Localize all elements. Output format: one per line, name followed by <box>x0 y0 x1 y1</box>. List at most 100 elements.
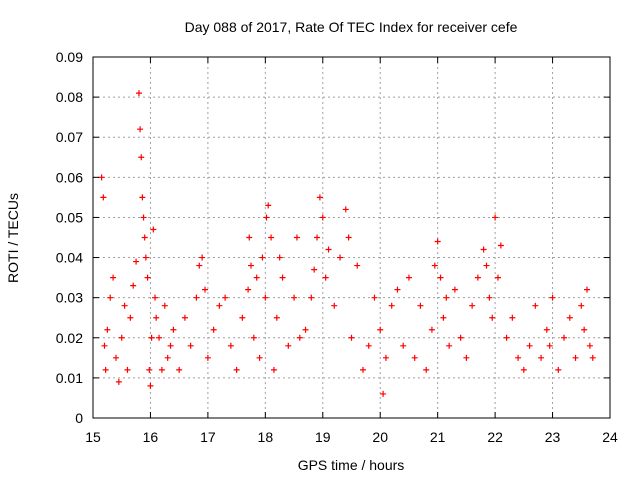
data-point <box>138 154 145 161</box>
data-point <box>107 294 114 301</box>
data-point <box>270 366 277 373</box>
data-point <box>382 354 389 361</box>
x-tick-label: 15 <box>85 429 101 445</box>
data-point <box>322 274 329 281</box>
data-point <box>164 354 171 361</box>
data-point <box>247 262 254 269</box>
data-point <box>144 274 151 281</box>
data-point <box>483 262 490 269</box>
data-point <box>187 342 194 349</box>
data-point <box>256 354 263 361</box>
data-point <box>434 238 441 245</box>
data-point <box>253 274 260 281</box>
data-point <box>204 354 211 361</box>
data-point <box>411 354 418 361</box>
data-point <box>176 366 183 373</box>
data-point <box>265 202 272 209</box>
data-point <box>291 294 298 301</box>
x-tick-label: 20 <box>372 429 388 445</box>
data-point <box>359 366 366 373</box>
data-point <box>546 342 553 349</box>
data-point <box>337 254 344 261</box>
data-point <box>115 378 122 385</box>
data-point <box>150 226 157 233</box>
data-point <box>581 326 588 333</box>
data-point <box>578 302 585 309</box>
data-point <box>130 282 137 289</box>
x-tick-label: 22 <box>487 429 503 445</box>
data-point <box>561 334 568 341</box>
data-point <box>451 286 458 293</box>
data-point <box>417 302 424 309</box>
data-point <box>127 314 134 321</box>
data-point <box>400 342 407 349</box>
data-point <box>566 314 573 321</box>
data-point <box>316 194 323 201</box>
data-point <box>199 254 206 261</box>
data-point <box>314 234 321 241</box>
x-tick-label: 16 <box>143 429 159 445</box>
y-tick-label: 0.01 <box>56 370 83 386</box>
data-point <box>463 354 470 361</box>
data-point <box>377 326 384 333</box>
data-point <box>331 302 338 309</box>
data-point <box>170 326 177 333</box>
data-point <box>515 354 522 361</box>
data-point <box>509 314 516 321</box>
data-point <box>285 342 292 349</box>
data-point <box>428 326 435 333</box>
data-point <box>503 334 510 341</box>
data-point <box>532 302 539 309</box>
data-point <box>245 286 252 293</box>
data-point <box>319 214 326 221</box>
data-point <box>457 334 464 341</box>
data-point <box>102 366 109 373</box>
data-point <box>365 342 372 349</box>
data-point <box>98 174 105 181</box>
x-axis-label: GPS time / hours <box>298 457 405 473</box>
data-point <box>480 246 487 253</box>
data-point <box>146 366 153 373</box>
data-point <box>388 302 395 309</box>
data-point <box>141 234 148 241</box>
x-tick-label: 17 <box>200 429 216 445</box>
data-point <box>423 366 430 373</box>
data-point <box>443 294 450 301</box>
data-point <box>469 302 476 309</box>
data-point <box>405 274 412 281</box>
data-point <box>148 334 155 341</box>
data-point <box>133 258 140 265</box>
y-tick-label: 0.08 <box>56 89 83 105</box>
data-point <box>246 234 253 241</box>
data-point <box>520 366 527 373</box>
data-point <box>263 214 270 221</box>
data-point <box>233 366 240 373</box>
data-point <box>227 342 234 349</box>
data-point <box>135 90 142 97</box>
y-tick-label: 0.06 <box>56 169 83 185</box>
data-point <box>486 294 493 301</box>
data-point <box>239 314 246 321</box>
data-point <box>181 314 188 321</box>
x-tick-label: 18 <box>258 429 274 445</box>
data-point <box>161 302 168 309</box>
data-point <box>140 214 147 221</box>
data-point <box>118 334 125 341</box>
data-point <box>210 326 217 333</box>
data-point <box>526 342 533 349</box>
x-tick-label: 19 <box>315 429 331 445</box>
data-point <box>152 294 159 301</box>
data-point <box>549 294 556 301</box>
data-point <box>104 326 111 333</box>
x-tick-label: 24 <box>602 429 618 445</box>
data-point <box>589 354 596 361</box>
data-point <box>137 126 144 133</box>
data-point <box>380 390 387 397</box>
data-point <box>222 294 229 301</box>
data-point <box>147 382 154 389</box>
data-point <box>311 266 318 273</box>
data-point <box>262 294 269 301</box>
data-point <box>100 194 107 201</box>
